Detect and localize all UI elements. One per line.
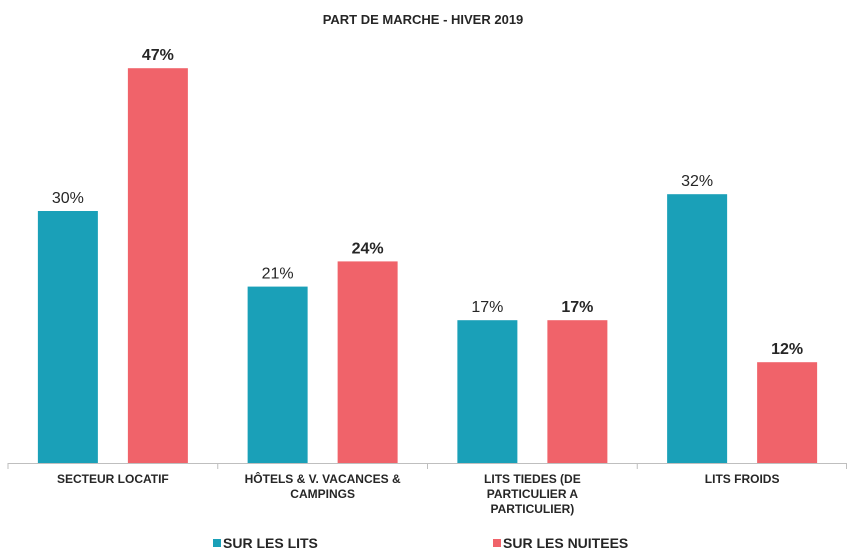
label-line: SECTEUR LOCATIF — [57, 472, 169, 486]
legend-label: SUR LES LITS — [223, 535, 318, 551]
value-label: 32% — [681, 173, 713, 190]
label-line: PARTICULIER A — [487, 487, 579, 501]
legend-swatch — [493, 539, 501, 547]
value-label: 47% — [142, 47, 174, 64]
label-line: LITS FROIDS — [705, 472, 780, 486]
legend-swatch — [213, 539, 221, 547]
x-tick-label: SECTEUR LOCATIF — [57, 472, 169, 486]
bar — [667, 194, 728, 463]
bar — [757, 362, 818, 463]
value-label: 21% — [262, 266, 294, 283]
value-label: 17% — [471, 299, 503, 316]
value-label: 17% — [561, 299, 593, 316]
value-label: 30% — [52, 190, 84, 207]
value-label: 24% — [352, 240, 384, 257]
bar — [457, 320, 518, 463]
label-line: PARTICULIER) — [490, 502, 574, 516]
label-line: HÔTELS & V. VACANCES & — [245, 471, 401, 486]
label-line: CAMPINGS — [290, 487, 355, 501]
chart-title: PART DE MARCHE - HIVER 2019 — [323, 12, 524, 27]
bar — [547, 320, 608, 463]
bar — [127, 68, 188, 463]
x-tick-label: LITS FROIDS — [705, 472, 780, 486]
value-label: 12% — [771, 341, 803, 358]
bar — [37, 211, 98, 463]
x-tick-label: HÔTELS & V. VACANCES & CAMPINGS — [245, 471, 401, 501]
bar — [247, 286, 308, 463]
x-tick-label: LITS TIEDES (DE PARTICULIER A PARTICULIER) — [484, 472, 581, 516]
legend-label: SUR LES NUITEES — [503, 535, 628, 551]
label-line: LITS TIEDES (DE — [484, 472, 581, 486]
bar — [337, 261, 398, 463]
